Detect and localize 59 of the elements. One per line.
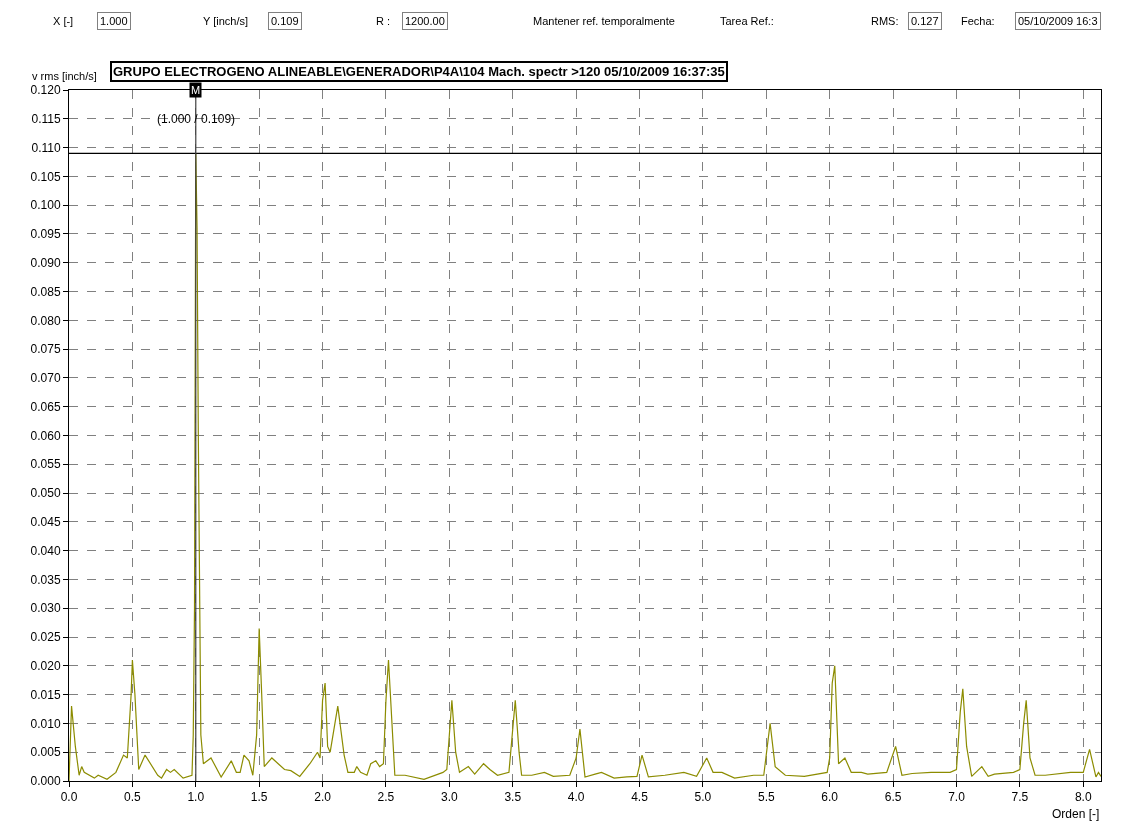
- y-tick-label: 0.105: [30, 169, 61, 184]
- text: X [-]: [53, 15, 74, 27]
- y-tick-label: 0.050: [30, 486, 61, 501]
- y-tick-label: 0.085: [30, 284, 61, 299]
- y-tick-label: 0.080: [30, 313, 61, 328]
- y-tick-label: 0.070: [30, 371, 61, 386]
- text: Tarea Ref.:: [720, 15, 774, 27]
- text: 1200.00: [405, 15, 445, 27]
- text: Mantener ref. temporalmente: [533, 15, 675, 27]
- y-tick-label: 0.060: [30, 428, 61, 443]
- x-tick-label: 8.0: [1074, 790, 1092, 805]
- text: RMS:: [871, 15, 899, 27]
- chart-title: GRUPO ELECTROGENO ALINEABLE\GENERADOR\P4A\104 Mach. spectr >120 05/10/2009 16:37:35: [113, 64, 725, 79]
- x-tick-label: 0.5: [124, 790, 142, 805]
- x-tick-label: 7.5: [1011, 790, 1029, 805]
- x-axis-title: Orden [-]: [1052, 807, 1100, 821]
- text: R :: [376, 15, 391, 27]
- y-tick-label: 0.045: [30, 515, 61, 530]
- y-tick-label: 0.120: [30, 83, 61, 98]
- y-tick-label: 0.005: [30, 745, 61, 760]
- x-tick-label: 0.0: [60, 790, 78, 805]
- text: 0.127: [911, 15, 939, 27]
- x-tick-label: 1.0: [187, 790, 205, 805]
- y-tick-label: 0.115: [31, 111, 61, 126]
- x-tick-label: 7.0: [948, 790, 966, 805]
- text: 1.000: [100, 15, 128, 27]
- y-tick-label: 0.035: [30, 572, 61, 587]
- x-tick-label: 5.5: [757, 790, 775, 805]
- y-tick-label: 0.055: [30, 457, 61, 472]
- x-tick-label: 2.0: [314, 790, 332, 805]
- text: 0.109: [271, 15, 299, 27]
- x-tick-label: 4.5: [631, 790, 649, 805]
- text: 05/10/2009 16:3: [1018, 15, 1098, 27]
- y-tick-label: 0.065: [30, 399, 61, 414]
- y-tick-label: 0.030: [30, 601, 61, 616]
- y-tick-label: 0.110: [31, 140, 61, 155]
- y-tick-label: 0.020: [30, 659, 61, 674]
- x-tick-label: 6.0: [821, 790, 839, 805]
- y-tick-label: 0.075: [30, 342, 61, 357]
- x-tick-label: 3.0: [441, 790, 458, 805]
- x-tick-label: 3.5: [504, 790, 522, 805]
- x-tick-label: 1.5: [250, 790, 268, 805]
- annotation: (1.000 / 0.109): [157, 112, 236, 126]
- y-tick-label: 0.090: [30, 255, 61, 270]
- x-tick-label: 4.0: [567, 790, 585, 805]
- x-tick-label: 5.0: [694, 790, 712, 805]
- y-tick-label: 0.040: [30, 543, 61, 558]
- y-tick-label: 0.015: [30, 687, 61, 702]
- y-tick-label: 0.000: [30, 774, 61, 789]
- x-tick-label: 6.5: [884, 790, 902, 805]
- y-tick-label: 0.100: [30, 198, 61, 213]
- x-tick-label: 2.5: [377, 790, 395, 805]
- ref-line-label: M: [191, 84, 201, 96]
- y-tick-label: 0.095: [30, 227, 61, 242]
- y-axis-title: v rms [inch/s]: [32, 70, 97, 82]
- text: Y [inch/s]: [203, 15, 249, 27]
- y-tick-label: 0.025: [30, 630, 61, 645]
- text: Fecha:: [961, 15, 995, 27]
- y-tick-label: 0.010: [30, 716, 61, 731]
